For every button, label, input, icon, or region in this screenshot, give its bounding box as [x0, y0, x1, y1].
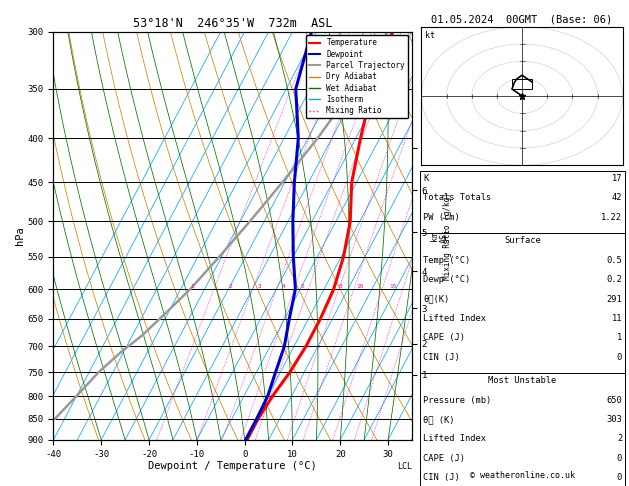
Text: θᴄ (K): θᴄ (K) [423, 415, 455, 424]
Text: 10: 10 [356, 284, 364, 289]
Text: 5: 5 [301, 284, 304, 289]
Text: 42: 42 [611, 193, 622, 203]
Text: Lifted Index: Lifted Index [423, 434, 486, 444]
Text: 0.5: 0.5 [606, 256, 622, 265]
Text: K: K [423, 174, 428, 183]
Text: CIN (J): CIN (J) [423, 353, 460, 362]
Text: CAPE (J): CAPE (J) [423, 333, 465, 343]
Text: CIN (J): CIN (J) [423, 473, 460, 483]
Text: 1: 1 [191, 284, 194, 289]
Title: 53°18'N  246°35'W  732m  ASL: 53°18'N 246°35'W 732m ASL [133, 17, 333, 31]
Text: 20: 20 [416, 284, 423, 289]
Text: 0.2: 0.2 [606, 275, 622, 284]
Text: Lifted Index: Lifted Index [423, 314, 486, 323]
Text: LCL: LCL [397, 462, 412, 471]
Text: 25: 25 [437, 284, 445, 289]
Text: Totals Totals: Totals Totals [423, 193, 492, 203]
Bar [512, 79, 532, 89]
Text: 11: 11 [611, 314, 622, 323]
Text: PW (cm): PW (cm) [423, 213, 460, 222]
Text: 1: 1 [617, 333, 622, 343]
Text: 01.05.2024  00GMT  (Base: 06): 01.05.2024 00GMT (Base: 06) [431, 15, 613, 25]
Text: © weatheronline.co.uk: © weatheronline.co.uk [470, 471, 574, 480]
Text: 15: 15 [389, 284, 397, 289]
Text: Dewp (°C): Dewp (°C) [423, 275, 470, 284]
Y-axis label: hPa: hPa [15, 226, 25, 245]
Text: CAPE (J): CAPE (J) [423, 454, 465, 463]
Text: 2: 2 [617, 434, 622, 444]
Legend: Temperature, Dewpoint, Parcel Trajectory, Dry Adiabat, Wet Adiabat, Isotherm, Mi: Temperature, Dewpoint, Parcel Trajectory… [306, 35, 408, 118]
Text: Surface: Surface [504, 236, 541, 245]
Text: Pressure (mb): Pressure (mb) [423, 396, 492, 405]
Text: 303: 303 [606, 415, 622, 424]
X-axis label: Dewpoint / Temperature (°C): Dewpoint / Temperature (°C) [148, 461, 317, 471]
Text: Mixing Ratio (g/kg): Mixing Ratio (g/kg) [443, 192, 452, 279]
Text: 17: 17 [611, 174, 622, 183]
Text: 4: 4 [282, 284, 286, 289]
Text: 1.22: 1.22 [601, 213, 622, 222]
Y-axis label: km
ASL: km ASL [430, 228, 449, 243]
Text: 8: 8 [339, 284, 343, 289]
Text: kt: kt [425, 31, 435, 40]
Text: 3: 3 [258, 284, 262, 289]
Text: 2: 2 [229, 284, 233, 289]
Text: 291: 291 [606, 295, 622, 304]
Text: θᴄ(K): θᴄ(K) [423, 295, 450, 304]
Text: 0: 0 [617, 473, 622, 483]
Text: Most Unstable: Most Unstable [488, 376, 557, 385]
Text: 650: 650 [606, 396, 622, 405]
Text: 0: 0 [617, 454, 622, 463]
Text: Temp (°C): Temp (°C) [423, 256, 470, 265]
Text: 0: 0 [617, 353, 622, 362]
